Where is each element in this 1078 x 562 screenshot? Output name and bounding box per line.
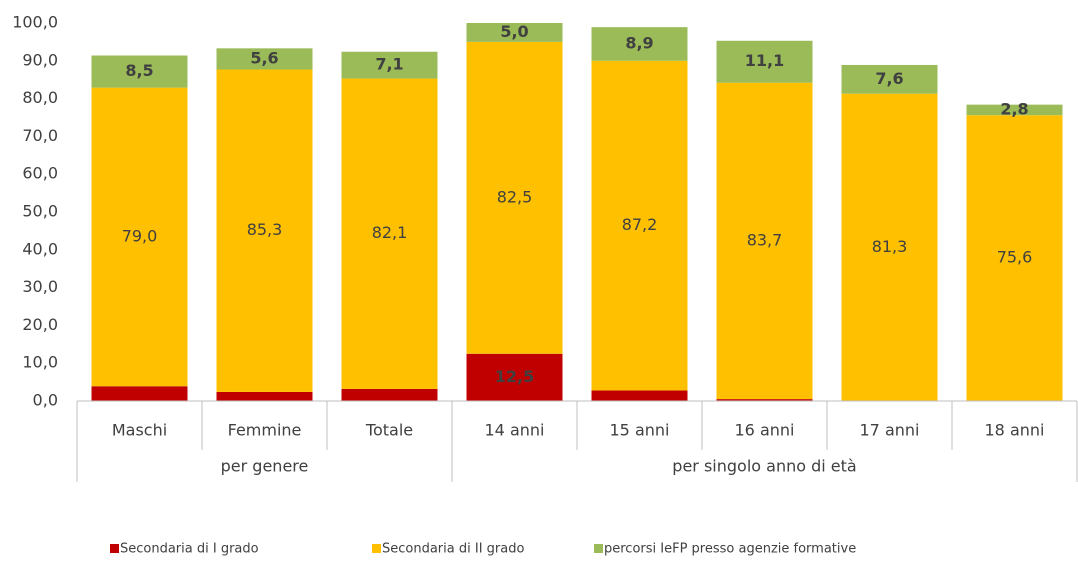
bar-segment — [216, 48, 313, 70]
bar-segment — [841, 64, 938, 94]
bar-segment — [91, 55, 188, 88]
bar-segment — [466, 41, 563, 354]
group-label: per genere — [221, 457, 309, 476]
x-tick-label: 18 anni — [985, 421, 1045, 440]
legend-label: Secondaria di II grado — [382, 542, 524, 557]
x-tick-label: 14 anni — [485, 421, 545, 440]
legend-swatch — [110, 544, 119, 553]
data-label: 7,1 — [375, 55, 403, 74]
y-tick-label: 100,0 — [12, 13, 58, 32]
data-label: 2,8 — [1000, 99, 1028, 118]
data-label: 87,2 — [622, 215, 658, 234]
x-tick-label: Maschi — [112, 421, 167, 440]
data-label: 7,6 — [875, 69, 903, 88]
x-tick-label: Femmine — [228, 421, 302, 440]
bar-segment — [466, 23, 563, 42]
bar-segment — [341, 51, 438, 79]
bar-segment — [966, 104, 1063, 116]
bar-segment — [91, 87, 188, 387]
data-label: 82,1 — [372, 223, 408, 242]
bar-segment — [966, 115, 1063, 402]
bar-segment — [216, 69, 313, 392]
bar-segment — [716, 82, 813, 400]
legend-label: percorsi IeFP presso agenzie formative — [604, 542, 856, 557]
bar-segment — [591, 390, 688, 401]
data-label: 81,3 — [872, 237, 908, 256]
data-label: 5,0 — [500, 22, 528, 41]
y-tick-label: 20,0 — [22, 315, 58, 334]
bar-segment — [91, 386, 188, 401]
x-tick-label: 15 anni — [610, 421, 670, 440]
data-label: 8,9 — [625, 33, 653, 52]
y-tick-label: 30,0 — [22, 277, 58, 296]
y-tick-label: 40,0 — [22, 239, 58, 258]
x-tick-label: 17 anni — [860, 421, 920, 440]
data-label: 83,7 — [747, 230, 783, 249]
y-tick-label: 80,0 — [22, 88, 58, 107]
y-tick-label: 90,0 — [22, 50, 58, 69]
bar-segment — [716, 40, 813, 83]
data-label: 12,5 — [495, 367, 534, 386]
data-label: 82,5 — [497, 187, 533, 206]
x-tick-label: 16 anni — [735, 421, 795, 440]
y-tick-label: 60,0 — [22, 164, 58, 183]
data-label: 79,0 — [122, 226, 158, 245]
legend-swatch — [594, 544, 603, 553]
y-tick-label: 50,0 — [22, 202, 58, 221]
legend-swatch — [372, 544, 381, 553]
y-tick-label: 10,0 — [22, 353, 58, 372]
legend-label: Secondaria di I grado — [120, 542, 259, 557]
data-label: 75,6 — [997, 248, 1033, 267]
bar-segment — [341, 78, 438, 389]
bar-segment — [841, 93, 938, 401]
data-label: 8,5 — [125, 61, 153, 80]
data-label: 85,3 — [247, 220, 283, 239]
bar-segment — [216, 391, 313, 401]
bar-segment — [466, 353, 563, 401]
y-tick-label: 70,0 — [22, 126, 58, 145]
x-tick-label: Totale — [365, 421, 413, 440]
data-label: 5,6 — [250, 48, 278, 67]
bar-segment — [716, 399, 813, 401]
data-label: 11,1 — [745, 51, 784, 70]
bar-segment — [591, 27, 688, 61]
bar-segment — [341, 388, 438, 401]
group-label: per singolo anno di età — [672, 457, 856, 476]
bar-segment — [591, 60, 688, 391]
y-tick-label: 0,0 — [33, 391, 58, 410]
